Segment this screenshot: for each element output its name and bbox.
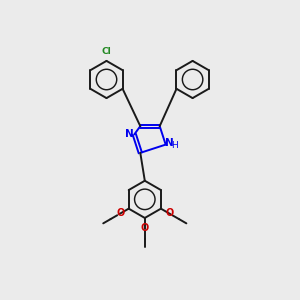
Text: O: O [165,208,173,218]
Text: H: H [171,141,178,150]
Text: O: O [116,208,124,218]
Text: N: N [165,138,174,148]
Text: O: O [141,223,149,232]
Text: N: N [125,129,134,139]
Text: Cl: Cl [102,47,111,56]
